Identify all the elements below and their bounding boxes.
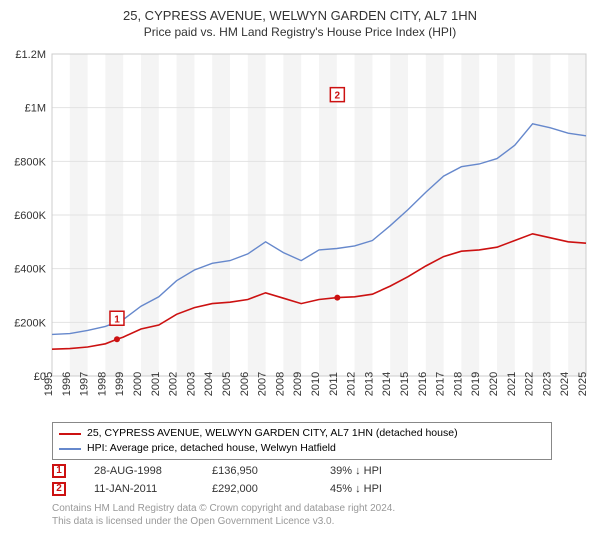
y-tick-label: £1.2M xyxy=(15,49,46,61)
txn-delta: 45% ↓ HPI xyxy=(330,483,420,495)
x-tick-label: 2016 xyxy=(417,372,429,396)
chart-title: 25, CYPRESS AVENUE, WELWYN GARDEN CITY, … xyxy=(10,8,590,25)
x-tick-label: 2017 xyxy=(435,372,447,396)
x-tick-label: 2006 xyxy=(239,372,251,396)
legend-item: HPI: Average price, detached house, Welw… xyxy=(59,441,545,456)
txn-marker-label: 2 xyxy=(335,91,341,102)
x-tick-label: 1998 xyxy=(96,372,108,396)
x-tick-label: 2019 xyxy=(470,372,482,396)
attribution: Contains HM Land Registry data © Crown c… xyxy=(52,502,590,528)
x-tick-label: 2024 xyxy=(559,372,571,396)
x-tick-label: 2018 xyxy=(452,372,464,396)
legend-swatch xyxy=(59,433,81,435)
y-tick-label: £200K xyxy=(14,318,46,330)
x-tick-label: 2002 xyxy=(168,372,180,396)
chart-subtitle: Price paid vs. HM Land Registry's House … xyxy=(10,25,590,41)
x-tick-label: 2000 xyxy=(132,372,144,396)
txn-id-box: 2 xyxy=(52,482,66,496)
attribution-line-1: Contains HM Land Registry data © Crown c… xyxy=(52,502,590,515)
line-chart: £0£200K£400K£600K£800K£1M£1.2M1995199619… xyxy=(10,46,590,416)
legend-item: 25, CYPRESS AVENUE, WELWYN GARDEN CITY, … xyxy=(59,426,545,441)
x-tick-label: 1997 xyxy=(79,372,91,396)
x-tick-label: 2008 xyxy=(274,372,286,396)
x-tick-label: 2013 xyxy=(363,372,375,396)
txn-price: £136,950 xyxy=(212,465,302,477)
txn-delta: 39% ↓ HPI xyxy=(330,465,420,477)
transactions-block: 1 28-AUG-1998 £136,950 39% ↓ HPI 2 11-JAN-201… xyxy=(10,464,590,496)
x-tick-label: 2020 xyxy=(488,372,500,396)
x-tick-label: 2023 xyxy=(541,372,553,396)
y-tick-label: £400K xyxy=(14,264,46,276)
chart-container: 25, CYPRESS AVENUE, WELWYN GARDEN CITY, … xyxy=(0,0,600,560)
x-tick-label: 2001 xyxy=(150,372,162,396)
x-tick-label: 2005 xyxy=(221,372,233,396)
legend-swatch xyxy=(59,448,81,450)
txn-marker-label: 1 xyxy=(114,315,120,326)
x-tick-label: 2021 xyxy=(506,372,518,396)
x-tick-label: 2022 xyxy=(524,372,536,396)
y-tick-label: £1M xyxy=(25,103,46,115)
x-tick-label: 2004 xyxy=(203,372,215,396)
title-block: 25, CYPRESS AVENUE, WELWYN GARDEN CITY, … xyxy=(10,8,590,40)
transaction-row: 1 28-AUG-1998 £136,950 39% ↓ HPI xyxy=(52,464,590,478)
transaction-row: 2 11-JAN-2011 £292,000 45% ↓ HPI xyxy=(52,482,590,496)
chart-area: £0£200K£400K£600K£800K£1M£1.2M1995199619… xyxy=(10,46,590,416)
txn-price: £292,000 xyxy=(212,483,302,495)
y-tick-label: £800K xyxy=(14,157,46,169)
x-tick-label: 2010 xyxy=(310,372,322,396)
txn-id-box: 1 xyxy=(52,464,66,478)
txn-date: 28-AUG-1998 xyxy=(94,465,184,477)
txn-date: 11-JAN-2011 xyxy=(94,483,184,495)
legend-label: 25, CYPRESS AVENUE, WELWYN GARDEN CITY, … xyxy=(87,426,458,441)
txn-marker-dot xyxy=(114,337,120,343)
x-tick-label: 2011 xyxy=(328,373,340,397)
attribution-line-2: This data is licensed under the Open Gov… xyxy=(52,515,590,528)
legend-box: 25, CYPRESS AVENUE, WELWYN GARDEN CITY, … xyxy=(52,422,552,459)
x-tick-label: 1999 xyxy=(114,372,126,396)
x-tick-label: 1996 xyxy=(61,372,73,396)
legend-label: HPI: Average price, detached house, Welw… xyxy=(87,441,336,456)
x-tick-label: 2015 xyxy=(399,372,411,396)
y-tick-label: £600K xyxy=(14,210,46,222)
x-tick-label: 2009 xyxy=(292,372,304,396)
x-tick-label: 2003 xyxy=(185,372,197,396)
x-tick-label: 2025 xyxy=(577,372,589,396)
x-tick-label: 2012 xyxy=(346,372,358,396)
x-tick-label: 1995 xyxy=(43,372,55,396)
txn-marker-dot xyxy=(334,295,340,301)
x-tick-label: 2007 xyxy=(257,372,269,396)
x-tick-label: 2014 xyxy=(381,372,393,396)
